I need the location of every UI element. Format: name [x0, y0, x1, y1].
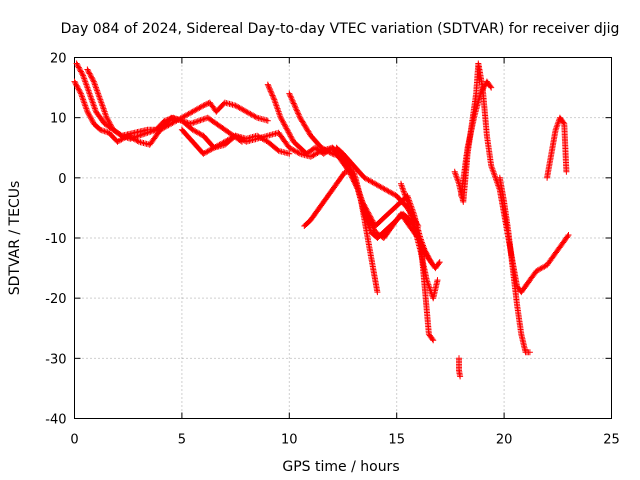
- data-point-markers: [84, 66, 271, 139]
- series-arc-l: [458, 78, 495, 199]
- data-point-markers: [398, 180, 441, 302]
- x-tick-label: 15: [388, 433, 405, 448]
- data-point-markers: [301, 168, 381, 296]
- series-arc-f: [286, 90, 435, 266]
- series-arc-g: [301, 168, 381, 296]
- x-tick-label: 5: [178, 433, 186, 448]
- series-arc-c: [84, 66, 271, 139]
- series-arc-i: [398, 180, 441, 302]
- x-tick-label: 0: [70, 433, 78, 448]
- y-tick-label: 0: [58, 172, 66, 187]
- x-tick-label: 10: [281, 433, 298, 448]
- x-tick-label: 20: [496, 433, 513, 448]
- data-point-markers: [456, 355, 464, 380]
- x-tick-label: 25: [603, 433, 620, 448]
- data-point-markers: [544, 114, 570, 181]
- y-tick-label: -30: [45, 352, 66, 367]
- y-axis-label: SDTVAR / TECUs: [7, 181, 23, 296]
- series-arc-m: [544, 114, 570, 181]
- x-axis-label: GPS time / hours: [282, 459, 399, 475]
- y-tick-label: 20: [50, 52, 67, 67]
- ticks: 0 5 10 15 20 25 -40 -30 -20 -10 0 10 20: [45, 52, 620, 448]
- y-tick-label: 10: [50, 112, 67, 127]
- grid: [74, 57, 612, 419]
- y-tick-label: -10: [45, 232, 66, 247]
- series-arc-k: [496, 174, 533, 356]
- data-point-markers: [286, 90, 435, 266]
- chart-title: Day 084 of 2024, Sidereal Day-to-day VTE…: [61, 21, 620, 37]
- series-arc-n: [456, 355, 464, 380]
- data-points: [71, 60, 572, 380]
- data-point-markers: [458, 78, 495, 199]
- y-tick-label: -40: [45, 413, 66, 428]
- y-tick-label: -20: [45, 292, 66, 307]
- data-point-markers: [496, 174, 533, 356]
